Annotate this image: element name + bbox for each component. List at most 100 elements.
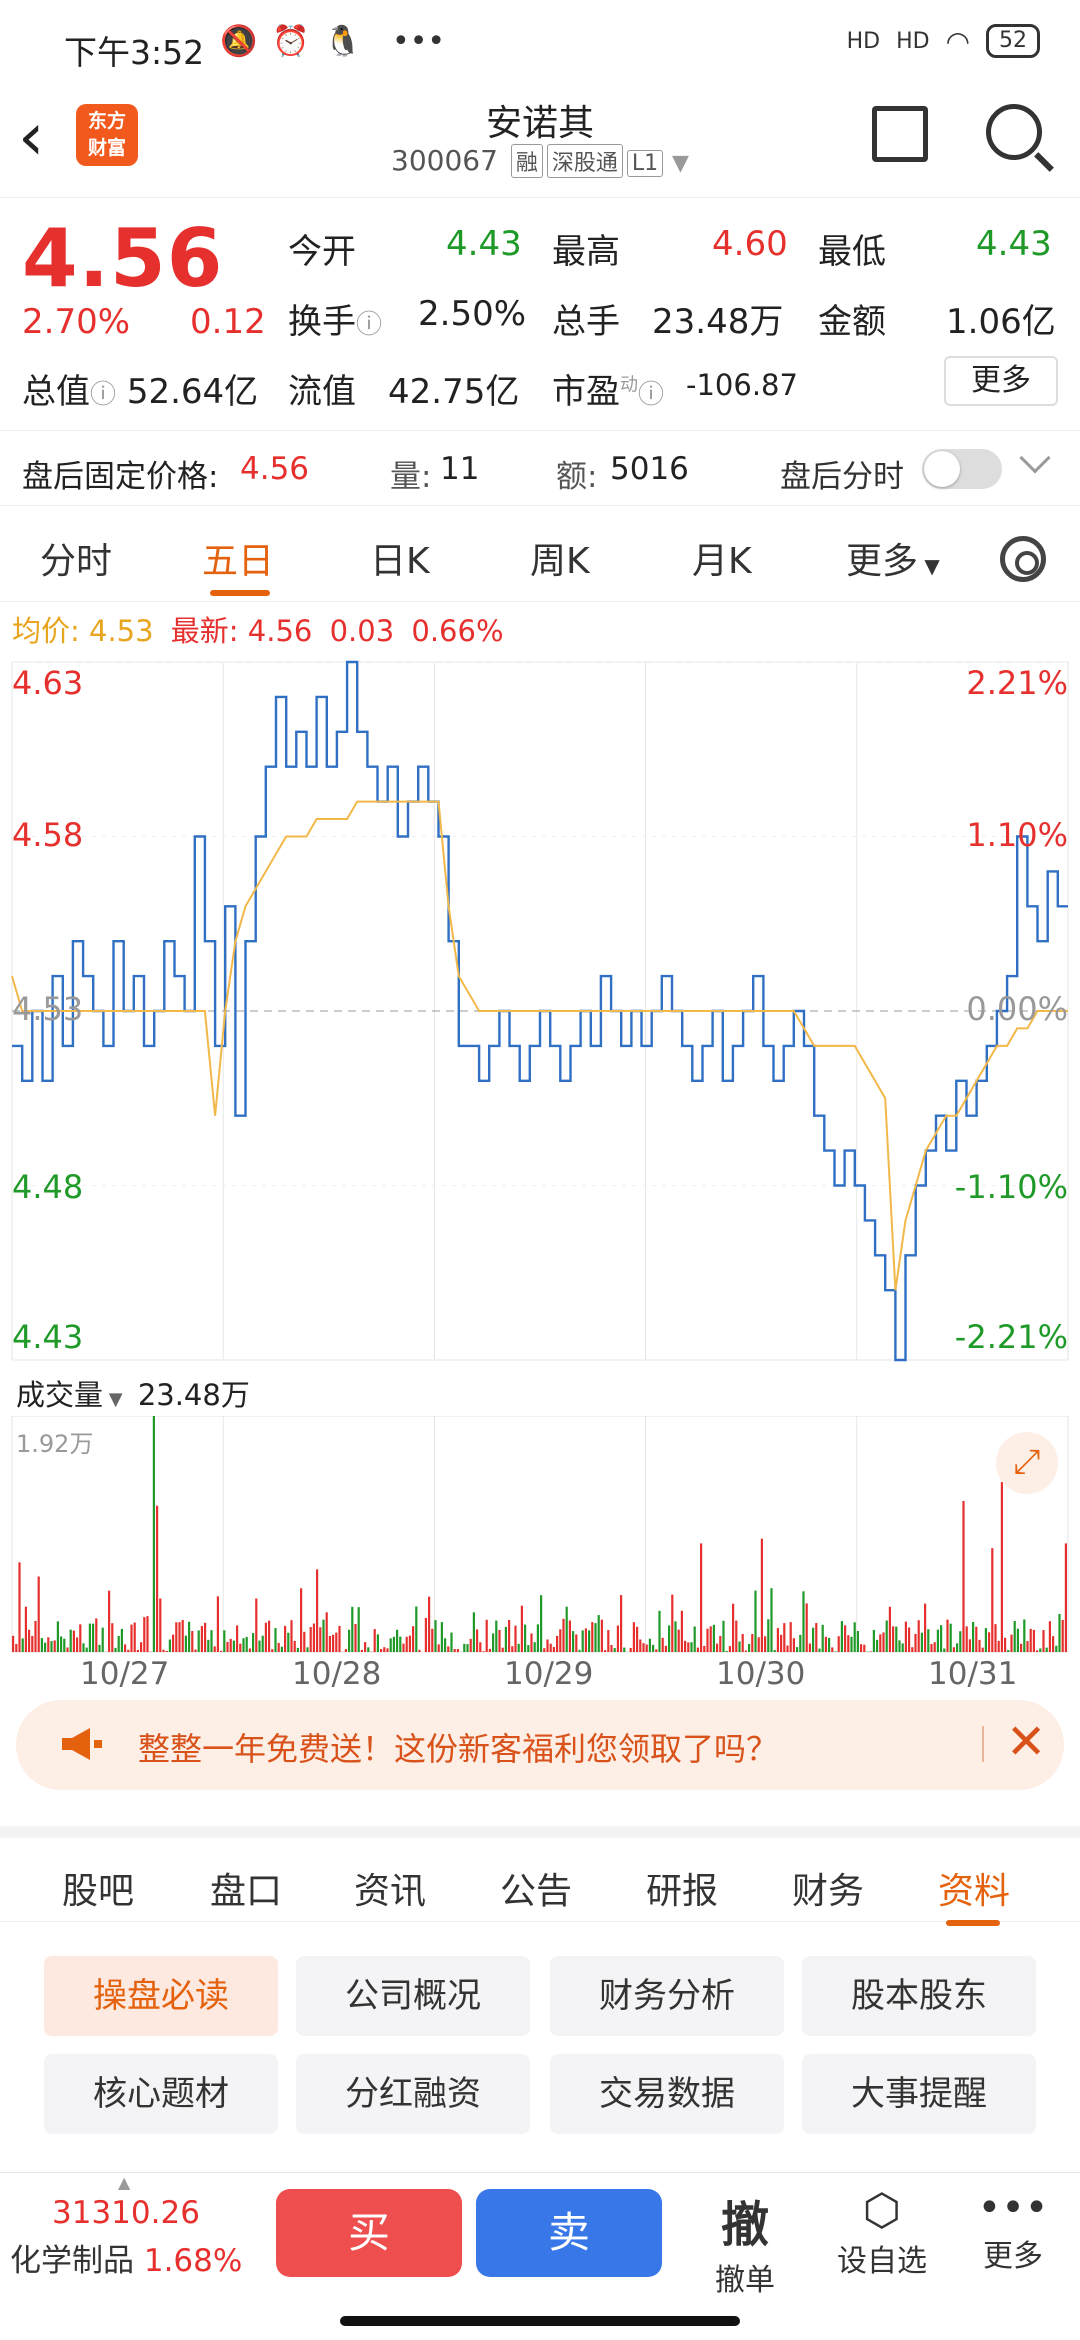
volume-bar xyxy=(671,1594,674,1652)
signal-icon: HD xyxy=(846,28,881,54)
volume-bar xyxy=(786,1645,789,1652)
btn-events[interactable]: 大事提醒 xyxy=(802,2054,1036,2134)
tab-research[interactable]: 研报 xyxy=(646,1871,719,1912)
btn-shareholders[interactable]: 股本股东 xyxy=(802,1956,1036,2036)
volume-bar xyxy=(632,1622,635,1652)
volume-bar xyxy=(255,1598,258,1652)
tab-news[interactable]: 资讯 xyxy=(354,1871,427,1912)
info-icon[interactable]: ⓘ xyxy=(356,310,383,340)
volume-bar xyxy=(568,1620,571,1652)
volume-bar xyxy=(738,1641,741,1652)
volume-bar xyxy=(127,1649,130,1652)
promo-banner[interactable]: 整整一年免费送！这份新客福利您领取了吗？ ✕ xyxy=(16,1700,1064,1790)
volume-bar xyxy=(565,1606,568,1652)
volume-bar xyxy=(242,1638,245,1652)
tab-daily-k[interactable]: 日K xyxy=(370,541,430,582)
bottom-action-bar: ▲ 31310.26 化学制品 1.68% 买 卖 撤 撤单 ⬡ 设自选 •••… xyxy=(0,2172,1080,2340)
info-icon[interactable]: ⓘ xyxy=(638,380,665,410)
volume-bar xyxy=(229,1638,232,1652)
volume-bar xyxy=(1064,1543,1067,1652)
volume-bar xyxy=(1061,1620,1064,1652)
expand-icon[interactable]: ⤢ xyxy=(996,1432,1058,1494)
buy-button[interactable]: 买 xyxy=(276,2189,462,2277)
volume-bar xyxy=(994,1624,997,1652)
btn-trade-data[interactable]: 交易数据 xyxy=(550,2054,784,2134)
five-day-chart[interactable] xyxy=(0,658,1080,1368)
more-button[interactable]: ••• 更多 xyxy=(968,2185,1058,2275)
volume-bar xyxy=(1020,1643,1023,1652)
tab-profile[interactable]: 资料 xyxy=(938,1871,1011,1912)
volume-bar xyxy=(274,1628,277,1652)
volume-bar xyxy=(165,1651,168,1652)
gear-icon[interactable] xyxy=(1000,536,1046,582)
sell-button[interactable]: 卖 xyxy=(476,2189,662,2277)
cancel-order-button[interactable]: 撤 撤单 xyxy=(700,2185,790,2299)
volume-header[interactable]: 成交量 ▼ 23.48万 xyxy=(16,1378,250,1412)
volume-bar xyxy=(210,1630,213,1652)
volume-bar xyxy=(578,1649,581,1652)
volume-bar xyxy=(63,1638,66,1652)
volume-bar xyxy=(60,1636,63,1652)
volume-bar xyxy=(501,1647,504,1652)
volume-bar xyxy=(511,1646,514,1652)
volume-bar xyxy=(101,1627,104,1652)
volume-bar xyxy=(732,1603,735,1652)
sector-index[interactable]: 化学制品 1.68% xyxy=(10,2243,243,2279)
sector-index-value[interactable]: 31310.26 xyxy=(52,2195,200,2231)
last-price: 4.56 xyxy=(22,212,224,305)
btn-dividends[interactable]: 分红融资 xyxy=(296,2054,530,2134)
btn-core-themes[interactable]: 核心题材 xyxy=(44,2054,278,2134)
tab-forum[interactable]: 股吧 xyxy=(62,1871,135,1912)
volume-bar xyxy=(844,1625,847,1652)
signal-icon-2: HD xyxy=(896,28,930,54)
back-icon[interactable]: ‹ xyxy=(18,98,45,175)
volume-bar xyxy=(524,1624,527,1652)
close-icon[interactable]: ✕ xyxy=(1006,1714,1047,1770)
y-tick-left-4: 4.43 xyxy=(12,1318,84,1356)
y-tick-left-3: 4.48 xyxy=(12,1168,84,1206)
volume-bar xyxy=(1039,1648,1042,1652)
volume-bar xyxy=(792,1638,795,1652)
volume-bar xyxy=(572,1631,575,1652)
tab-announcements[interactable]: 公告 xyxy=(500,1871,573,1912)
volume-bar xyxy=(88,1623,91,1652)
info-icon[interactable]: ⓘ xyxy=(90,380,117,410)
dropdown-caret-icon[interactable]: ▼ xyxy=(672,151,689,176)
y-tick-right-0: 2.21% xyxy=(966,664,1068,702)
caret-up-icon[interactable]: ▲ xyxy=(118,2173,131,2192)
search-icon[interactable] xyxy=(986,104,1042,160)
quote-more-button[interactable]: 更多 xyxy=(944,356,1058,406)
tab-finance[interactable]: 财务 xyxy=(792,1871,865,1912)
tab-weekly-k[interactable]: 周K xyxy=(530,541,590,582)
volume-bar xyxy=(850,1636,853,1652)
volume-chart[interactable] xyxy=(0,1416,1080,1676)
chevron-down-icon[interactable] xyxy=(1019,442,1051,474)
amount-label: 金额 xyxy=(818,302,886,342)
btn-company-overview[interactable]: 公司概况 xyxy=(296,1956,530,2036)
add-watchlist-button[interactable]: ⬡ 设自选 xyxy=(834,2185,930,2280)
volume-bar xyxy=(642,1643,645,1652)
volume-bar xyxy=(936,1629,939,1652)
share-icon[interactable] xyxy=(872,106,928,162)
volume-bar xyxy=(517,1643,520,1652)
active-tab-indicator xyxy=(946,1920,1000,1926)
tab-monthly-k[interactable]: 月K xyxy=(692,541,752,582)
volume-bar xyxy=(37,1576,40,1652)
tab-orderbook[interactable]: 盘口 xyxy=(210,1871,283,1912)
volume-bar xyxy=(940,1625,943,1652)
btn-trading-guide[interactable]: 操盘必读 xyxy=(44,1956,278,2036)
home-indicator xyxy=(340,2316,740,2326)
avg-label: 均价: xyxy=(12,614,80,648)
volume-bar xyxy=(837,1636,840,1652)
tab-more[interactable]: 更多 ▼ xyxy=(846,541,940,582)
volume-bar xyxy=(924,1603,927,1652)
after-hours-toggle[interactable] xyxy=(922,449,1002,489)
volume-bar xyxy=(962,1501,965,1652)
x-tick-1: 10/28 xyxy=(292,1656,382,1692)
volume-bar xyxy=(21,1638,24,1652)
btn-financial-analysis[interactable]: 财务分析 xyxy=(550,1956,784,2036)
tab-five-day[interactable]: 五日 xyxy=(202,541,275,582)
volume-bar xyxy=(287,1632,290,1652)
tab-intraday[interactable]: 分时 xyxy=(40,541,113,582)
volume-bar xyxy=(108,1590,111,1652)
